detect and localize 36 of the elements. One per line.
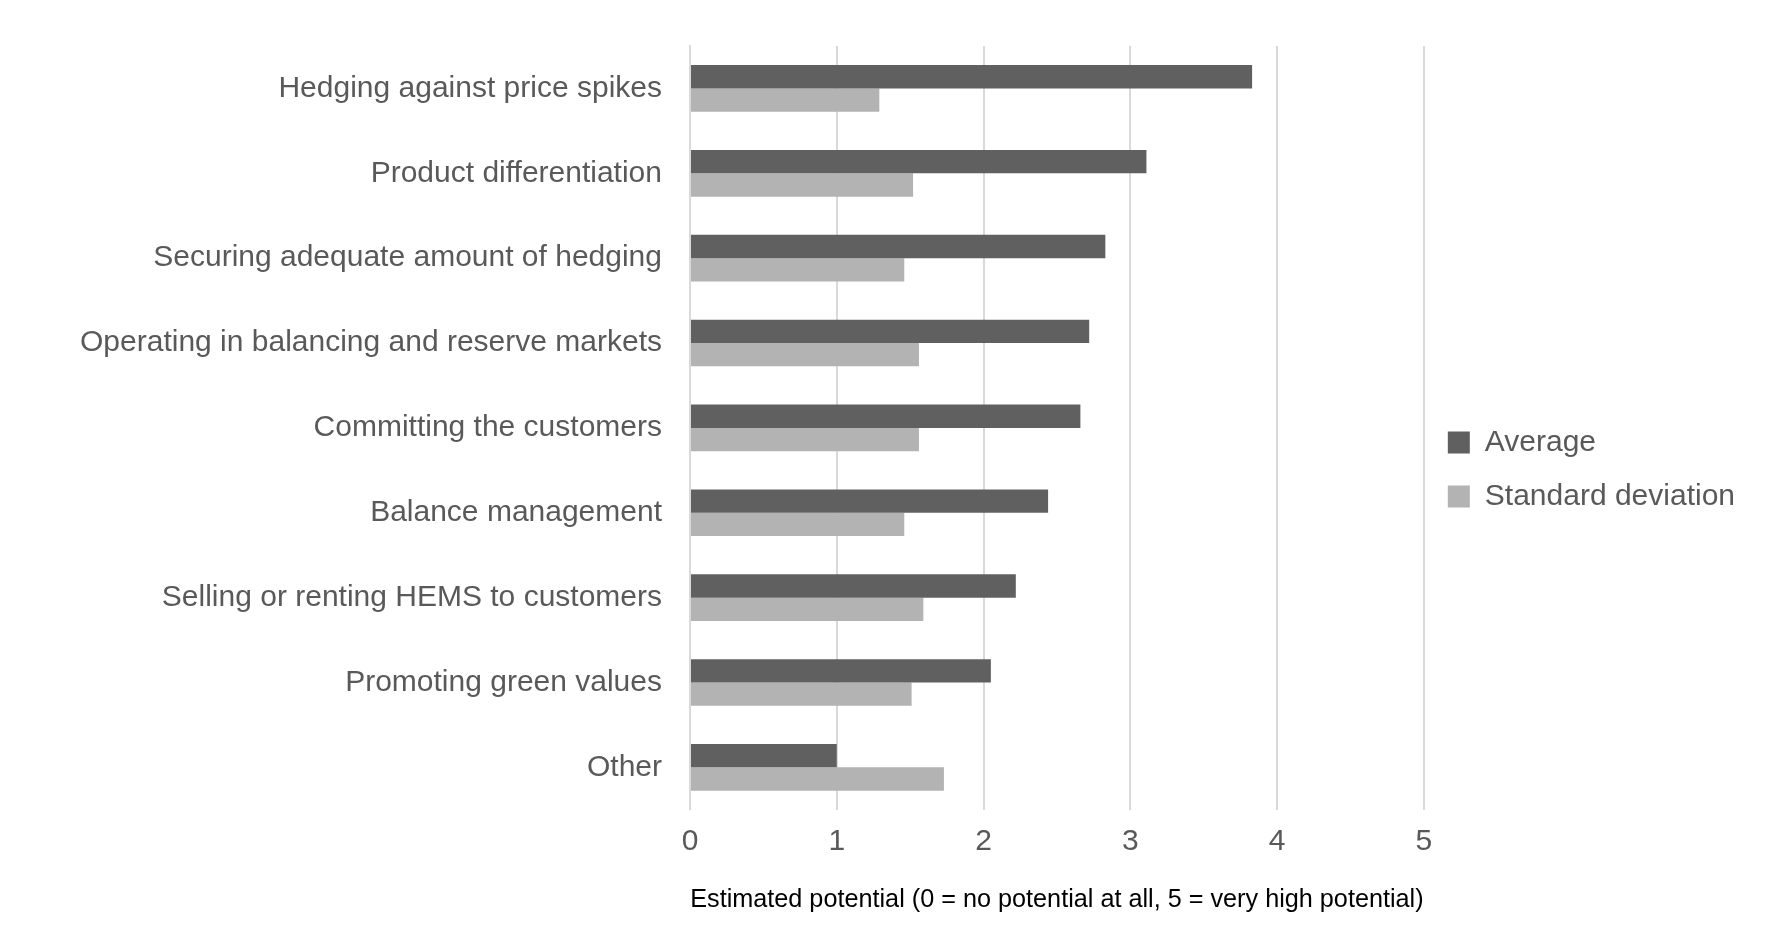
bar	[691, 173, 914, 197]
y-tick-label: Promoting green values	[345, 663, 662, 697]
bar	[691, 512, 905, 537]
legend-label: Average	[1484, 423, 1597, 457]
y-tick-label: Product differentiation	[370, 154, 662, 188]
y-tick-label: Selling or renting HEMS to customers	[161, 578, 662, 612]
bar	[691, 574, 1016, 598]
x-tick-label: 0	[681, 823, 699, 857]
bar	[691, 489, 1049, 513]
bar	[691, 319, 1090, 344]
y-tick-label: Operating in balancing and reserve markets	[80, 324, 662, 358]
x-tick-label: 5	[1415, 823, 1433, 857]
bar	[691, 427, 919, 452]
x-tick-label: 2	[975, 823, 992, 857]
bar	[691, 343, 919, 367]
x-tick-label: 1	[828, 823, 846, 857]
y-tick-label: Committing the customers	[313, 409, 662, 443]
bar	[691, 682, 912, 706]
bar	[691, 65, 1253, 89]
bar	[691, 258, 905, 282]
bar	[691, 659, 991, 683]
legend-label: Standard deviation	[1484, 477, 1736, 511]
x-axis-title: Estimated potential (0 = no potential at all, 5 = very high potential)	[690, 883, 1424, 912]
x-tick-label: 4	[1268, 823, 1286, 857]
bar	[691, 149, 1147, 174]
bar	[691, 234, 1106, 259]
y-tick-label: Balance management	[370, 494, 663, 528]
bar	[691, 597, 924, 621]
bar	[691, 404, 1081, 428]
y-tick-label: Securing adequate amount of hedging	[153, 239, 662, 273]
bar	[691, 88, 880, 112]
bar	[691, 744, 837, 768]
bar	[691, 767, 944, 791]
y-tick-label: Other	[586, 748, 663, 782]
x-tick-label: 3	[1121, 823, 1139, 857]
y-tick-label: Hedging against price spikes	[278, 69, 662, 103]
